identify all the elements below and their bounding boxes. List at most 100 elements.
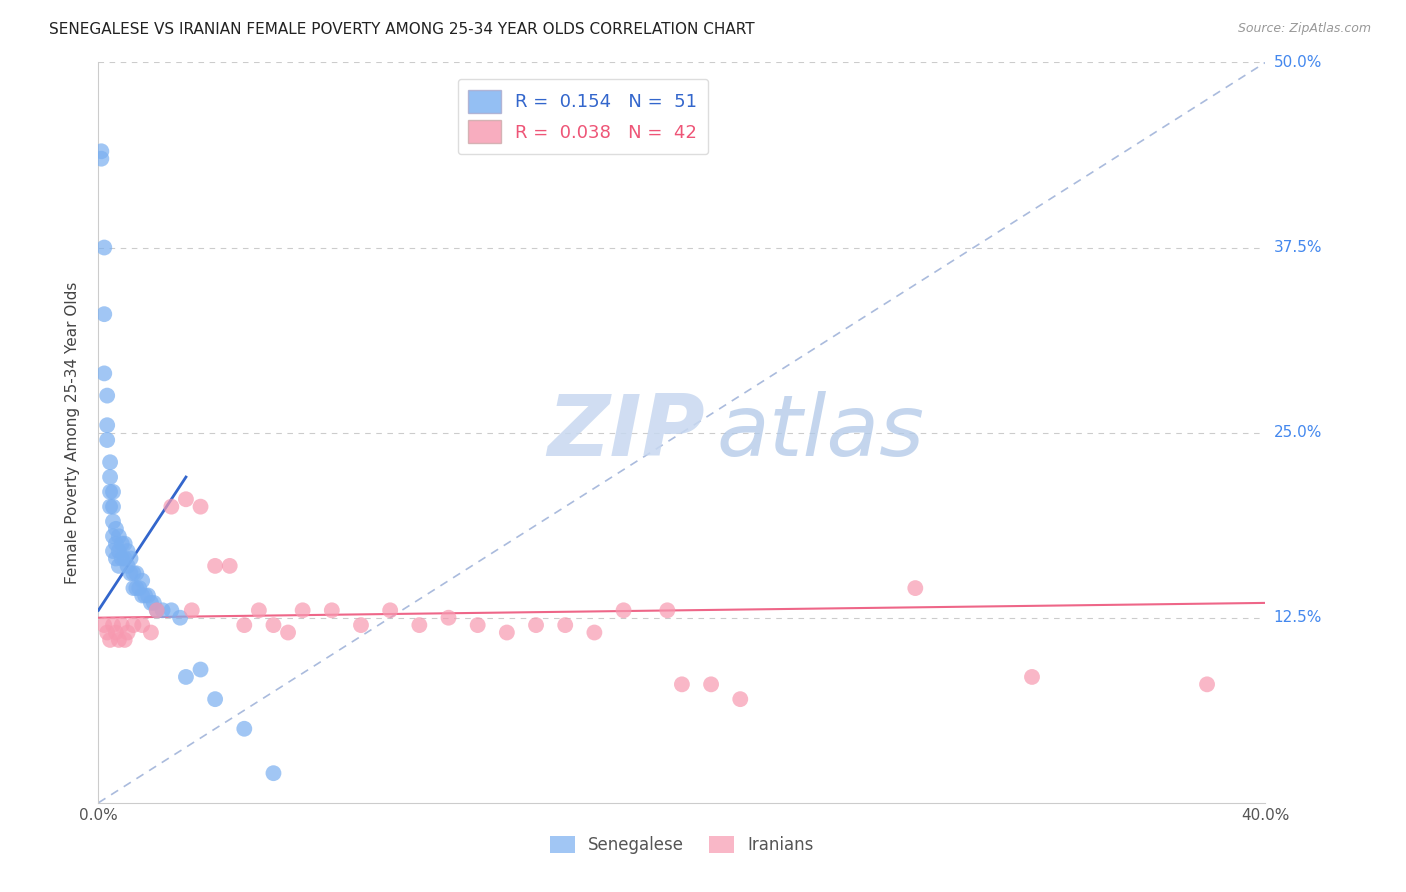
Point	[380, 603, 402, 617]
Point	[218, 558, 240, 573]
Point	[128, 581, 150, 595]
Point	[98, 484, 121, 499]
Point	[114, 536, 136, 550]
Point	[93, 240, 115, 255]
Point	[108, 529, 131, 543]
Point	[104, 625, 127, 640]
Point	[104, 551, 127, 566]
Point	[98, 455, 121, 469]
Point	[204, 558, 226, 573]
Point	[408, 618, 430, 632]
Point	[291, 603, 314, 617]
Point	[111, 551, 134, 566]
Text: atlas: atlas	[717, 391, 925, 475]
Point	[96, 433, 118, 447]
Text: 25.0%: 25.0%	[1274, 425, 1322, 440]
Point	[90, 145, 112, 159]
Point	[700, 677, 723, 691]
Point	[180, 603, 202, 617]
Point	[142, 596, 165, 610]
Point	[98, 470, 121, 484]
Point	[904, 581, 927, 595]
Point	[108, 632, 131, 647]
Point	[125, 581, 148, 595]
Point	[98, 632, 121, 647]
Point	[104, 522, 127, 536]
Text: 37.5%: 37.5%	[1274, 240, 1322, 255]
Point	[247, 603, 270, 617]
Point	[101, 500, 124, 514]
Point	[101, 515, 124, 529]
Point	[96, 388, 118, 402]
Point	[524, 618, 547, 632]
Point	[111, 618, 134, 632]
Point	[321, 603, 343, 617]
Point	[134, 589, 156, 603]
Point	[612, 603, 634, 617]
Point	[90, 152, 112, 166]
Point	[160, 500, 183, 514]
Point	[93, 618, 115, 632]
Text: 50.0%: 50.0%	[1274, 55, 1322, 70]
Point	[190, 663, 212, 677]
Point	[160, 603, 183, 617]
Point	[437, 610, 460, 624]
Point	[98, 500, 121, 514]
Point	[111, 536, 134, 550]
Point	[101, 544, 124, 558]
Point	[117, 544, 139, 558]
Point	[117, 558, 139, 573]
Point	[146, 603, 169, 617]
Point	[1021, 670, 1043, 684]
Point	[101, 529, 124, 543]
Point	[108, 558, 131, 573]
Legend: Senegalese, Iranians: Senegalese, Iranians	[543, 830, 821, 861]
Point	[233, 618, 256, 632]
Point	[496, 625, 519, 640]
Point	[350, 618, 373, 632]
Point	[93, 307, 115, 321]
Point	[169, 610, 191, 624]
Point	[114, 551, 136, 566]
Point	[467, 618, 489, 632]
Point	[233, 722, 256, 736]
Point	[122, 581, 145, 595]
Point	[174, 492, 197, 507]
Point	[120, 566, 142, 581]
Point	[277, 625, 299, 640]
Point	[730, 692, 752, 706]
Point	[131, 574, 153, 588]
Point	[262, 618, 284, 632]
Point	[657, 603, 679, 617]
Point	[204, 692, 226, 706]
Text: 12.5%: 12.5%	[1274, 610, 1322, 625]
Point	[101, 618, 124, 632]
Point	[104, 536, 127, 550]
Point	[122, 618, 145, 632]
Point	[96, 418, 118, 433]
Point	[554, 618, 576, 632]
Y-axis label: Female Poverty Among 25-34 Year Olds: Female Poverty Among 25-34 Year Olds	[65, 282, 80, 583]
Point	[108, 544, 131, 558]
Point	[122, 566, 145, 581]
Point	[190, 500, 212, 514]
Point	[93, 367, 115, 381]
Point	[120, 551, 142, 566]
Text: ZIP: ZIP	[547, 391, 706, 475]
Point	[131, 589, 153, 603]
Point	[152, 603, 174, 617]
Point	[96, 625, 118, 640]
Text: Source: ZipAtlas.com: Source: ZipAtlas.com	[1237, 22, 1371, 36]
Point	[114, 632, 136, 647]
Point	[174, 670, 197, 684]
Point	[101, 484, 124, 499]
Text: SENEGALESE VS IRANIAN FEMALE POVERTY AMONG 25-34 YEAR OLDS CORRELATION CHART: SENEGALESE VS IRANIAN FEMALE POVERTY AMO…	[49, 22, 755, 37]
Point	[125, 566, 148, 581]
Point	[117, 625, 139, 640]
Point	[583, 625, 606, 640]
Point	[1195, 677, 1218, 691]
Point	[139, 625, 162, 640]
Point	[262, 766, 284, 780]
Point	[139, 596, 162, 610]
Point	[131, 618, 153, 632]
